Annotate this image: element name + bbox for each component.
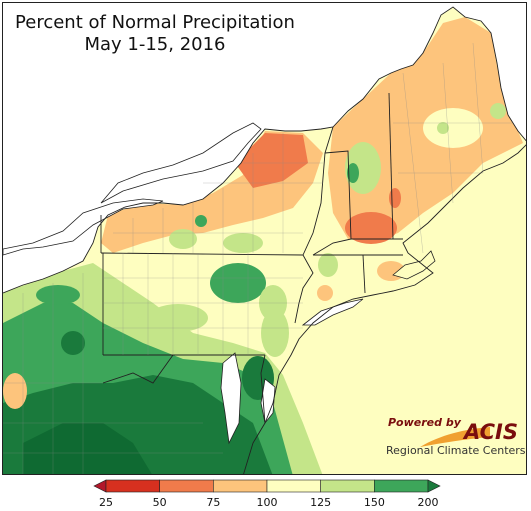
precipitation-map [3, 6, 526, 474]
legend-colorbar [93, 479, 441, 493]
acis-swoosh-icon [420, 427, 490, 447]
badge-logo: ACIS [464, 420, 518, 444]
legend-bin-25-50 [105, 479, 160, 493]
legend-tick-label: 25 [99, 496, 113, 509]
legend-tick-label: 75 [206, 496, 221, 509]
map-subtitle-date: May 1-15, 2016 [84, 34, 226, 55]
map-title: Percent of Normal Precipitation [15, 12, 295, 33]
legend-tick-label: 100 [256, 496, 278, 509]
badge-subtitle: Regional Climate Centers [386, 444, 526, 457]
legend-tick-label: 125 [310, 496, 332, 509]
legend-tick-label: 200 [417, 496, 439, 509]
legend-tick-label: 50 [152, 496, 167, 509]
legend-bin-100-125 [266, 479, 321, 493]
legend-bin-75-100 [213, 479, 268, 493]
legend-tick-label: 150 [363, 496, 385, 509]
legend-under-arrow [93, 479, 107, 493]
badge-powered-by: Powered by [388, 416, 461, 429]
legend-over-arrow [427, 479, 441, 493]
legend-bin-50-75 [159, 479, 214, 493]
map-frame [2, 2, 527, 475]
legend-bin-150-200 [374, 479, 429, 493]
acis-badge: Powered by ACIS Regional Climate Centers [380, 413, 526, 459]
legend-bin-125-150 [320, 479, 375, 493]
